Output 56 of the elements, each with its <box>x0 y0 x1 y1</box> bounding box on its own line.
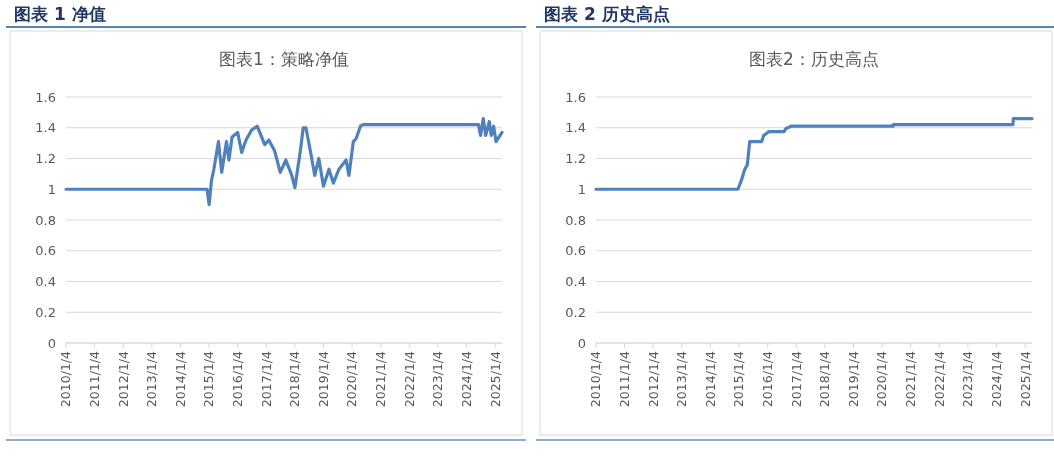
x-tick-label: 2011/1/4 <box>616 350 632 408</box>
y-tick-label: 1.6 <box>565 89 586 105</box>
x-tick-label: 2014/1/4 <box>702 350 718 408</box>
x-tick-label: 2022/1/4 <box>401 350 417 408</box>
y-tick-label: 1.2 <box>565 151 586 167</box>
x-tick-label: 2024/1/4 <box>988 350 1004 408</box>
x-tick-label: 2023/1/4 <box>430 350 446 408</box>
x-tick-label: 2016/1/4 <box>230 350 245 408</box>
x-tick-label: 2015/1/4 <box>201 350 217 408</box>
x-tick-label: 2021/1/4 <box>373 350 389 408</box>
y-tick-label: 1.2 <box>35 151 56 167</box>
x-tick-label: 2019/1/4 <box>315 350 331 408</box>
x-tick-label: 2018/1/4 <box>287 350 303 408</box>
x-tick-label: 2012/1/4 <box>115 350 131 408</box>
x-tick-label: 2010/1/4 <box>588 350 604 408</box>
y-tick-label: 0 <box>47 335 56 351</box>
y-tick-label: 0.8 <box>35 212 56 228</box>
line-series <box>64 116 504 207</box>
x-tick-label: 2013/1/4 <box>144 350 160 408</box>
y-tick-label: 1 <box>577 181 586 197</box>
y-tick-label: 0 <box>577 335 586 351</box>
x-tick-label: 2015/1/4 <box>731 350 747 408</box>
x-tick-label: 2025/1/4 <box>1017 350 1033 408</box>
y-tick-label: 0.2 <box>565 304 586 320</box>
y-tick-label: 0.2 <box>35 304 56 320</box>
x-tick-label: 2016/1/4 <box>760 350 775 408</box>
y-tick-label: 0.8 <box>565 212 586 228</box>
chart-subtitle: 图表2：历史高点 <box>749 49 879 69</box>
x-tick-label: 2019/1/4 <box>845 350 861 408</box>
y-tick-label: 0.4 <box>35 274 56 290</box>
x-tick-label: 2022/1/4 <box>931 350 947 408</box>
y-tick-label: 0.4 <box>565 274 586 290</box>
x-tick-label: 2011/1/4 <box>86 350 102 408</box>
x-tick-label: 2025/1/4 <box>487 350 503 408</box>
x-tick-label: 2023/1/4 <box>960 350 976 408</box>
y-tick-label: 1 <box>47 181 56 197</box>
x-tick-label: 2021/1/4 <box>903 350 919 408</box>
chart-title: 图表 1 净值 <box>14 4 106 24</box>
x-tick-label: 2020/1/4 <box>344 350 360 408</box>
x-tick-label: 2017/1/4 <box>258 350 274 408</box>
y-tick-label: 0.6 <box>565 243 586 259</box>
y-tick-label: 1.6 <box>35 89 56 105</box>
x-tick-label: 2013/1/4 <box>674 350 690 408</box>
line-series <box>594 116 1034 191</box>
chart-subtitle: 图表1：策略净值 <box>219 49 349 69</box>
x-tick-label: 2014/1/4 <box>172 350 188 408</box>
y-tick-label: 1.4 <box>565 120 586 136</box>
x-tick-label: 2024/1/4 <box>458 350 474 408</box>
x-tick-label: 2010/1/4 <box>58 350 74 408</box>
y-tick-label: 1.4 <box>35 120 56 136</box>
x-tick-label: 2020/1/4 <box>874 350 890 408</box>
x-tick-label: 2012/1/4 <box>645 350 661 408</box>
y-tick-label: 0.6 <box>35 243 56 259</box>
x-tick-label: 2018/1/4 <box>817 350 833 408</box>
x-tick-label: 2017/1/4 <box>788 350 804 408</box>
chart-title: 图表 2 历史高点 <box>544 4 670 24</box>
